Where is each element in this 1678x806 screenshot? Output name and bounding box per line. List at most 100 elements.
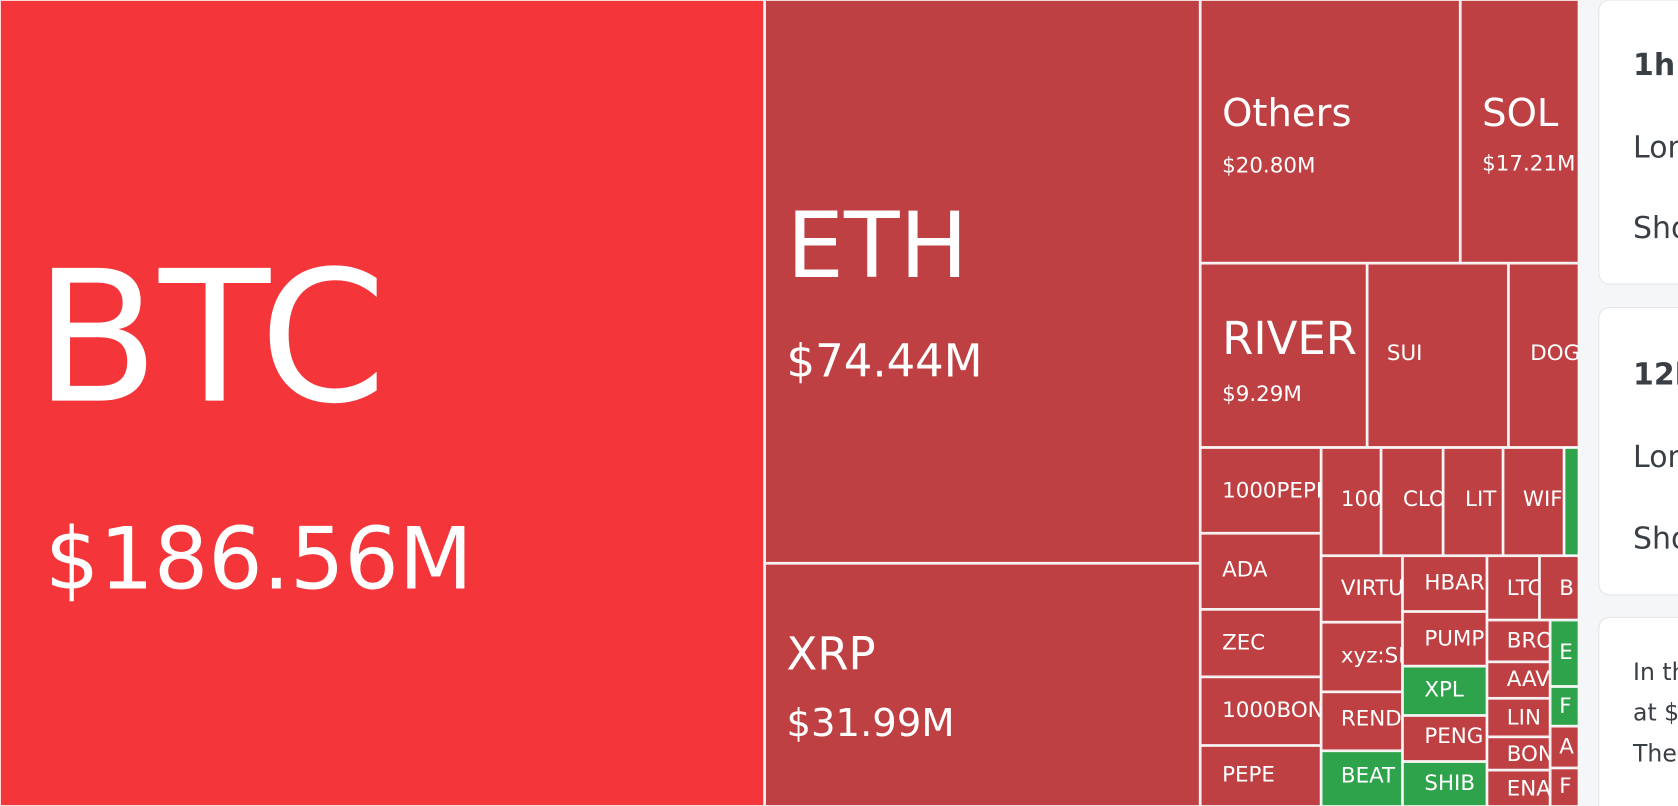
tile-bg <box>1402 666 1487 715</box>
tile-label: XPL <box>1424 678 1464 703</box>
tile-label: xyz:SI <box>1341 643 1405 668</box>
tile-value: $17.21M <box>1482 151 1575 176</box>
tile-label: B <box>1559 576 1574 601</box>
tile[interactable]: PENG <box>1402 715 1487 761</box>
tile-bg <box>1550 768 1579 806</box>
tile-bg <box>0 0 765 806</box>
tile-bg <box>765 563 1200 806</box>
tile[interactable]: B <box>1539 556 1579 620</box>
tile[interactable]: SUI <box>1367 263 1508 447</box>
tile[interactable]: PEPE <box>1200 745 1321 806</box>
treemap: BTC $186.56M ETH $74.44M XRP $31.99M Others $20… <box>0 0 1580 806</box>
tile-label: ENA <box>1507 776 1552 801</box>
tile-label: Others <box>1222 91 1351 136</box>
tile[interactable]: F <box>1550 768 1579 806</box>
tile-bg <box>1460 0 1579 263</box>
tile[interactable]: 1000PEPE <box>1200 448 1330 533</box>
tile-label: HBAR <box>1424 571 1484 596</box>
tile-label: ZEC <box>1222 631 1265 656</box>
tile-label: CLO <box>1403 487 1446 512</box>
tile-value: $20.80M <box>1222 154 1315 179</box>
tile[interactable]: LIT <box>1443 448 1503 556</box>
card-title: 1h <box>1633 48 1675 83</box>
tile-bg <box>1200 533 1321 609</box>
tile-label: SOL <box>1482 91 1559 136</box>
tile-label: 1000PEPE <box>1222 478 1329 503</box>
tile-label: WIF <box>1523 487 1563 512</box>
tile[interactable]: F <box>1550 687 1579 726</box>
tile[interactable]: REND <box>1321 692 1402 751</box>
card-line: Lon <box>1633 130 1678 165</box>
card-line: The <box>1632 739 1677 767</box>
tile[interactable]: E <box>1550 620 1579 686</box>
tile[interactable]: 1000BONK <box>1200 677 1339 745</box>
tile[interactable]: SHIB <box>1402 762 1487 806</box>
tile-bg <box>1487 556 1539 620</box>
tile[interactable]: ETH $74.44M <box>765 0 1200 563</box>
tile[interactable]: BTC $186.56M <box>0 0 765 806</box>
tile[interactable]: ADA <box>1200 533 1321 609</box>
tile-bg <box>1443 448 1503 556</box>
tile-bg <box>1487 698 1550 737</box>
tile-bg <box>1550 687 1579 726</box>
tile-value: $186.56M <box>45 509 473 609</box>
tile[interactable]: HBAR <box>1402 556 1487 611</box>
tile[interactable]: PUMP <box>1402 612 1487 666</box>
tile[interactable]: CLO <box>1381 448 1446 556</box>
card <box>1598 0 1678 285</box>
tile-bg <box>1367 263 1508 447</box>
tile-bg <box>1200 263 1367 447</box>
tile[interactable]: RIVER $9.29M <box>1200 263 1367 447</box>
tile-label: SHIB <box>1424 771 1475 796</box>
tile-label: LIN <box>1507 706 1541 731</box>
tile-label: PEPE <box>1222 762 1275 787</box>
tile-bg <box>1487 737 1550 770</box>
tile[interactable]: SOL $17.21M <box>1460 0 1579 263</box>
tile-bg <box>1487 662 1550 698</box>
tile <box>1563 447 1580 557</box>
tile[interactable]: A <box>1550 726 1579 768</box>
tile[interactable]: BRO <box>1487 620 1554 662</box>
tile[interactable]: XPL <box>1402 666 1487 715</box>
tile-bg <box>1321 751 1402 806</box>
tile-label: ADA <box>1222 558 1268 583</box>
tile[interactable]: ZEC <box>1200 609 1321 677</box>
tile-label: REND <box>1341 707 1402 732</box>
tile-bg <box>1508 263 1579 447</box>
tile-label: F <box>1559 774 1571 799</box>
tile-bg <box>1381 448 1443 556</box>
tile[interactable]: LTC <box>1487 556 1543 620</box>
tile[interactable]: LIN <box>1487 698 1550 737</box>
tile-label: 1000BONK <box>1222 698 1339 723</box>
tile-bg <box>1402 612 1487 666</box>
tile-label: BTC <box>34 232 386 444</box>
tile[interactable]: DOG <box>1508 263 1580 447</box>
tile-value: $9.29M <box>1222 382 1302 407</box>
tile[interactable]: ENA <box>1487 770 1552 806</box>
tile-bg <box>1402 762 1487 806</box>
tile-label: LIT <box>1465 487 1497 512</box>
tile-bg <box>1321 556 1402 622</box>
tile-bg <box>1200 745 1321 806</box>
tile-bg <box>1321 448 1381 556</box>
tile[interactable]: XRP $31.99M <box>765 563 1200 806</box>
tile[interactable]: VIRTU <box>1321 556 1404 622</box>
tile[interactable]: AAV <box>1487 662 1551 698</box>
tile-label: ETH <box>787 194 968 299</box>
tile-label: A <box>1559 735 1574 760</box>
tile-label: RIVER <box>1222 312 1357 365</box>
tile[interactable]: xyz:SI <box>1321 622 1405 692</box>
tile-label: PENG <box>1424 724 1483 749</box>
tile[interactable]: 100 <box>1321 448 1382 556</box>
tile[interactable]: WIF <box>1503 448 1564 556</box>
tile-bg <box>1550 620 1579 686</box>
tile-label: BRO <box>1507 628 1553 653</box>
tile[interactable]: Others $20.80M <box>1200 0 1460 263</box>
tile-label: BEAT <box>1341 763 1396 788</box>
tile[interactable]: BON <box>1487 737 1554 770</box>
tile-bg <box>1321 692 1402 751</box>
tile-bg <box>1503 448 1564 556</box>
tile[interactable]: BEAT <box>1321 751 1402 806</box>
tile-bg <box>765 0 1200 563</box>
